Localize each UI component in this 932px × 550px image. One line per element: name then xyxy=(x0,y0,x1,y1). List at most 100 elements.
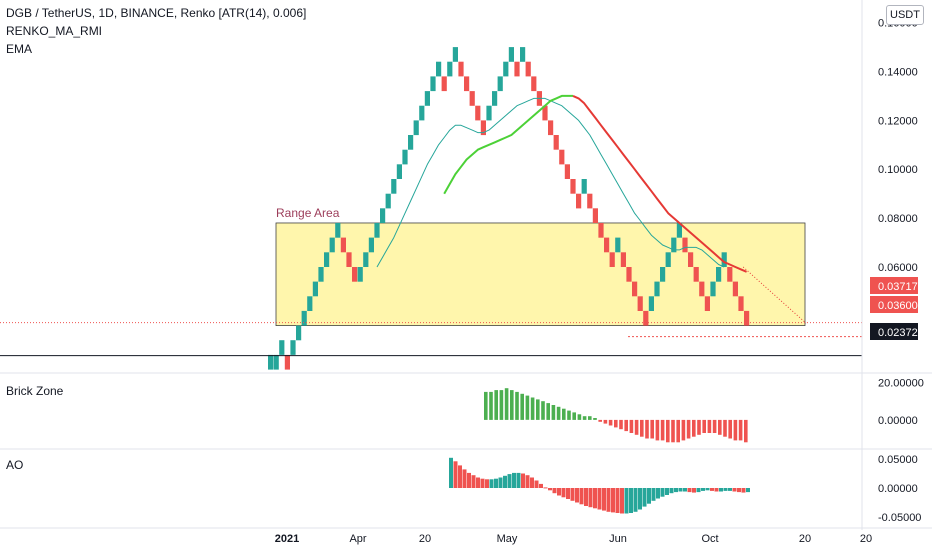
ao-bar xyxy=(629,488,633,513)
ao-bar xyxy=(719,488,723,492)
currency-unit-button[interactable]: USDT xyxy=(886,5,924,25)
renko-brick-down xyxy=(699,281,705,297)
renko-brick-up xyxy=(486,105,492,121)
brick-zone-bar xyxy=(614,419,618,428)
time-tick-label: May xyxy=(497,533,518,545)
brick-zone-bar xyxy=(707,419,712,433)
ao-bar xyxy=(543,487,548,489)
price-tick-label: 0.14000 xyxy=(878,67,918,79)
renko-brick-down xyxy=(587,193,593,209)
price-axis[interactable]: 0.160000.140000.120000.100000.080000.060… xyxy=(878,18,918,274)
renko-brick-down xyxy=(458,61,464,77)
renko-brick-down xyxy=(553,135,559,150)
ao-bar xyxy=(674,488,678,493)
renko-brick-up xyxy=(508,47,514,62)
ao-bar xyxy=(552,488,557,494)
brick-zone-bar xyxy=(629,419,634,433)
brick-zone-bar xyxy=(562,408,566,420)
moving-averages xyxy=(376,94,807,324)
brick-zone-bar xyxy=(728,419,732,439)
brick-zone-bar xyxy=(640,419,644,437)
renko-brick-down xyxy=(346,252,352,267)
brick-zone-label[interactable]: Brick Zone xyxy=(6,384,64,398)
ao-bar xyxy=(530,477,534,488)
renko-brick-down xyxy=(464,76,470,92)
ao-bar xyxy=(642,488,647,507)
brick-zone-bar xyxy=(603,419,608,424)
indicator-renko-ma-rmi[interactable]: RENKO_MA_RMI xyxy=(6,24,103,38)
brick-zone-bar xyxy=(681,419,686,441)
brick-zone-bar xyxy=(671,419,675,443)
ao-bar xyxy=(480,478,485,488)
renko-brick-up xyxy=(385,193,391,209)
brick-zone-bar xyxy=(676,419,680,443)
renko-brick-down xyxy=(340,237,346,253)
time-axis[interactable]: 2021 Apr 20 May Jun Oct 20 20 xyxy=(275,533,872,545)
renko-brick-down xyxy=(352,267,358,282)
ao-bar xyxy=(489,479,494,488)
renko-brick-up xyxy=(497,76,503,92)
renko-brick-down xyxy=(688,252,694,267)
renko-brick-up xyxy=(268,354,274,370)
ao-bar xyxy=(714,488,719,492)
brick-zone-bar xyxy=(515,391,519,420)
ao-bar xyxy=(723,488,728,491)
renko-brick-down xyxy=(693,267,699,282)
brick-zone-bar xyxy=(510,390,514,420)
brick-zone-bar xyxy=(494,390,498,420)
chart-title[interactable]: DGB / TetherUS, 1D, BINANCE, Renko [ATR(… xyxy=(6,6,307,20)
renko-brick-up xyxy=(648,296,654,311)
price-badge-label: 0.03717 xyxy=(878,281,918,293)
renko-brick-up xyxy=(318,267,324,282)
renko-brick-down xyxy=(542,105,548,121)
renko-brick-down xyxy=(475,105,481,121)
ao-bar xyxy=(503,475,507,488)
renko-brick-up xyxy=(660,267,666,282)
ao-bar xyxy=(728,488,732,491)
renko-brick-up xyxy=(520,47,526,62)
renko-brick-up xyxy=(492,91,498,106)
ao-bar xyxy=(521,473,525,488)
ao-bar xyxy=(602,488,606,511)
brick-zone-bar xyxy=(484,391,488,420)
ao-bar xyxy=(696,488,701,493)
ao-bar xyxy=(665,488,669,495)
ao-bar xyxy=(638,488,642,510)
renko-brick-down xyxy=(604,237,610,253)
time-tick-label: Jun xyxy=(609,533,627,545)
ao-bar xyxy=(647,488,651,504)
brick-zone-tick: 20.00000 xyxy=(878,378,924,390)
brick-zone-bar xyxy=(530,397,535,420)
ao-bar xyxy=(669,488,674,494)
brick-zone-bar xyxy=(489,391,493,420)
ao-bar xyxy=(512,472,516,488)
ao-bar xyxy=(485,479,489,488)
brick-zone-bar xyxy=(650,419,654,439)
renko-brick-down xyxy=(704,296,710,311)
renko-brick-up xyxy=(424,91,430,106)
ao-bar xyxy=(732,488,737,492)
ma-line-red xyxy=(572,94,747,273)
ao-label[interactable]: AO xyxy=(6,458,24,472)
brick-zone-bar xyxy=(572,412,576,420)
price-tick-label: 0.12000 xyxy=(878,115,918,127)
brick-zone-bar xyxy=(718,419,722,435)
brick-zone-bar xyxy=(546,403,550,420)
brick-zone-bar xyxy=(567,410,571,420)
ao-bar xyxy=(453,461,458,488)
price-badge xyxy=(870,296,918,313)
renko-bricks xyxy=(268,47,750,370)
renko-brick-down xyxy=(643,310,649,326)
indicator-ema[interactable]: EMA xyxy=(6,42,33,56)
renko-brick-up xyxy=(273,354,279,370)
price-badges: 0.03717 0.03600 0.02372 xyxy=(870,277,918,340)
range-area-label: Range Area xyxy=(276,206,340,220)
ao-tick: 0.05000 xyxy=(878,454,918,466)
price-badge-label: 0.02372 xyxy=(878,327,918,339)
brick-zone-bar xyxy=(551,405,556,420)
ao-bar xyxy=(570,488,575,501)
ao-bar xyxy=(611,488,615,513)
renko-brick-down xyxy=(480,120,486,136)
ao-bar xyxy=(597,488,602,510)
